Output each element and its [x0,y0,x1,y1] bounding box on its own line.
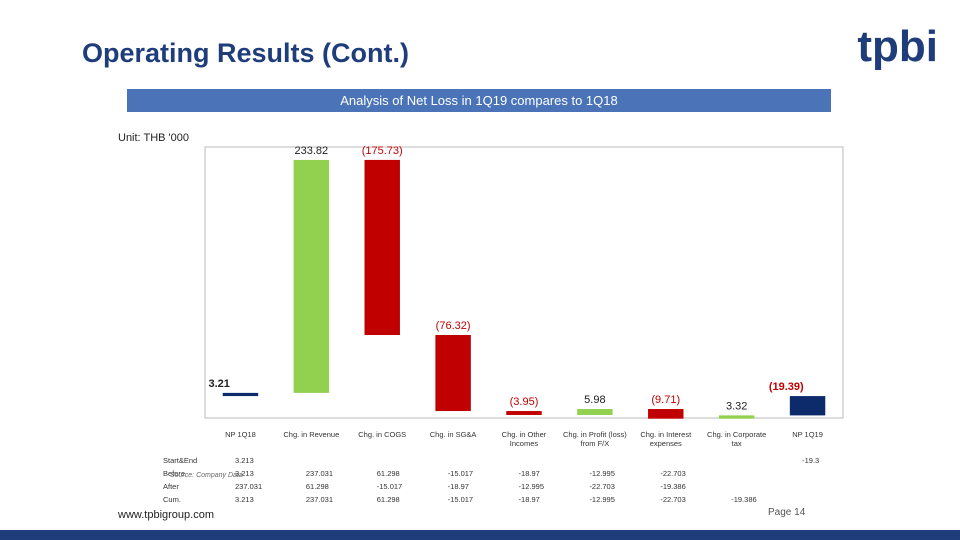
table-cell: 61.298 [376,469,400,478]
website: www.tpbigroup.com [118,509,214,521]
table-cell: -18.97 [518,469,540,478]
bar [718,415,755,419]
table-cell: -22.703 [660,495,686,504]
bar [222,392,259,397]
table-cell: -15.017 [447,469,474,478]
table-cell: -15.017 [376,482,403,491]
footnote: Source: Company Data [170,472,243,479]
table-cell: -22.703 [589,482,615,491]
x-tick-label: Chg. in COGS [358,430,407,439]
bar [577,409,613,415]
table-cell: 3.213 [235,495,254,504]
bar [364,159,400,336]
footer-bar [0,530,960,540]
table-cell: 237.031 [305,495,333,504]
table-cell: -12.995 [589,469,615,478]
value-label: (76.32) [436,320,471,332]
slide-title: Operating Results (Cont.) [82,38,410,68]
value-label: (3.95) [510,396,539,408]
table-cell: 237.031 [305,469,333,478]
x-tick-label: Chg. in Corporate tax [707,430,767,448]
table-cell: -22.703 [660,469,686,478]
table-cell: -19.386 [731,495,757,504]
table-cell: 3.213 [235,456,254,465]
logo: tpbi [857,22,938,71]
table-cell: -12.995 [518,482,544,491]
x-tick-label: Chg. in Interest expenses [640,430,692,448]
value-label: 3.32 [726,400,747,412]
table-cell: -15.017 [447,495,474,504]
plot-frame [204,146,844,419]
value-label: 3.21 [208,378,229,390]
chart-title: Analysis of Net Loss in 1Q19 compares to… [127,89,831,112]
x-tick-label: Chg. in Revenue [283,430,340,439]
bar [789,396,826,416]
table-cell: 237.031 [235,482,263,491]
value-label: (19.39) [769,381,804,393]
page-number: Page 14 [768,507,806,518]
value-label: (9.71) [651,394,680,406]
x-tick-label: NP 1Q19 [792,430,823,439]
row-label: Start&End [163,456,198,465]
bar [506,411,542,415]
row-label: Before [163,469,186,478]
table-cell: 61.298 [376,495,400,504]
bar [293,159,330,393]
table-cell: -12.995 [589,495,615,504]
bar [435,335,471,412]
value-label: (175.73) [362,145,403,157]
table-cell: 61.298 [305,482,329,491]
unit-label: Unit: THB '000 [118,132,189,144]
x-tick-label: Chg. in SG&A [429,430,477,439]
table-cell: -18.97 [518,495,540,504]
x-tick-label: NP 1Q18 [225,430,256,439]
table-cell: -18.97 [447,482,469,491]
row-label: Cum. [163,495,181,504]
bar [648,409,684,419]
value-label: 233.82 [295,145,329,157]
value-label: 5.98 [584,394,605,406]
x-tick-label: Chg. in Other Incomes [501,430,547,448]
table-cell: -19.386 [660,482,686,491]
row-label: After [163,482,179,491]
table-cell: 3.213 [235,469,254,478]
table-cell: -19.3 [802,456,820,465]
x-tick-label: Chg. in Profit (loss) from F/X [562,430,627,448]
